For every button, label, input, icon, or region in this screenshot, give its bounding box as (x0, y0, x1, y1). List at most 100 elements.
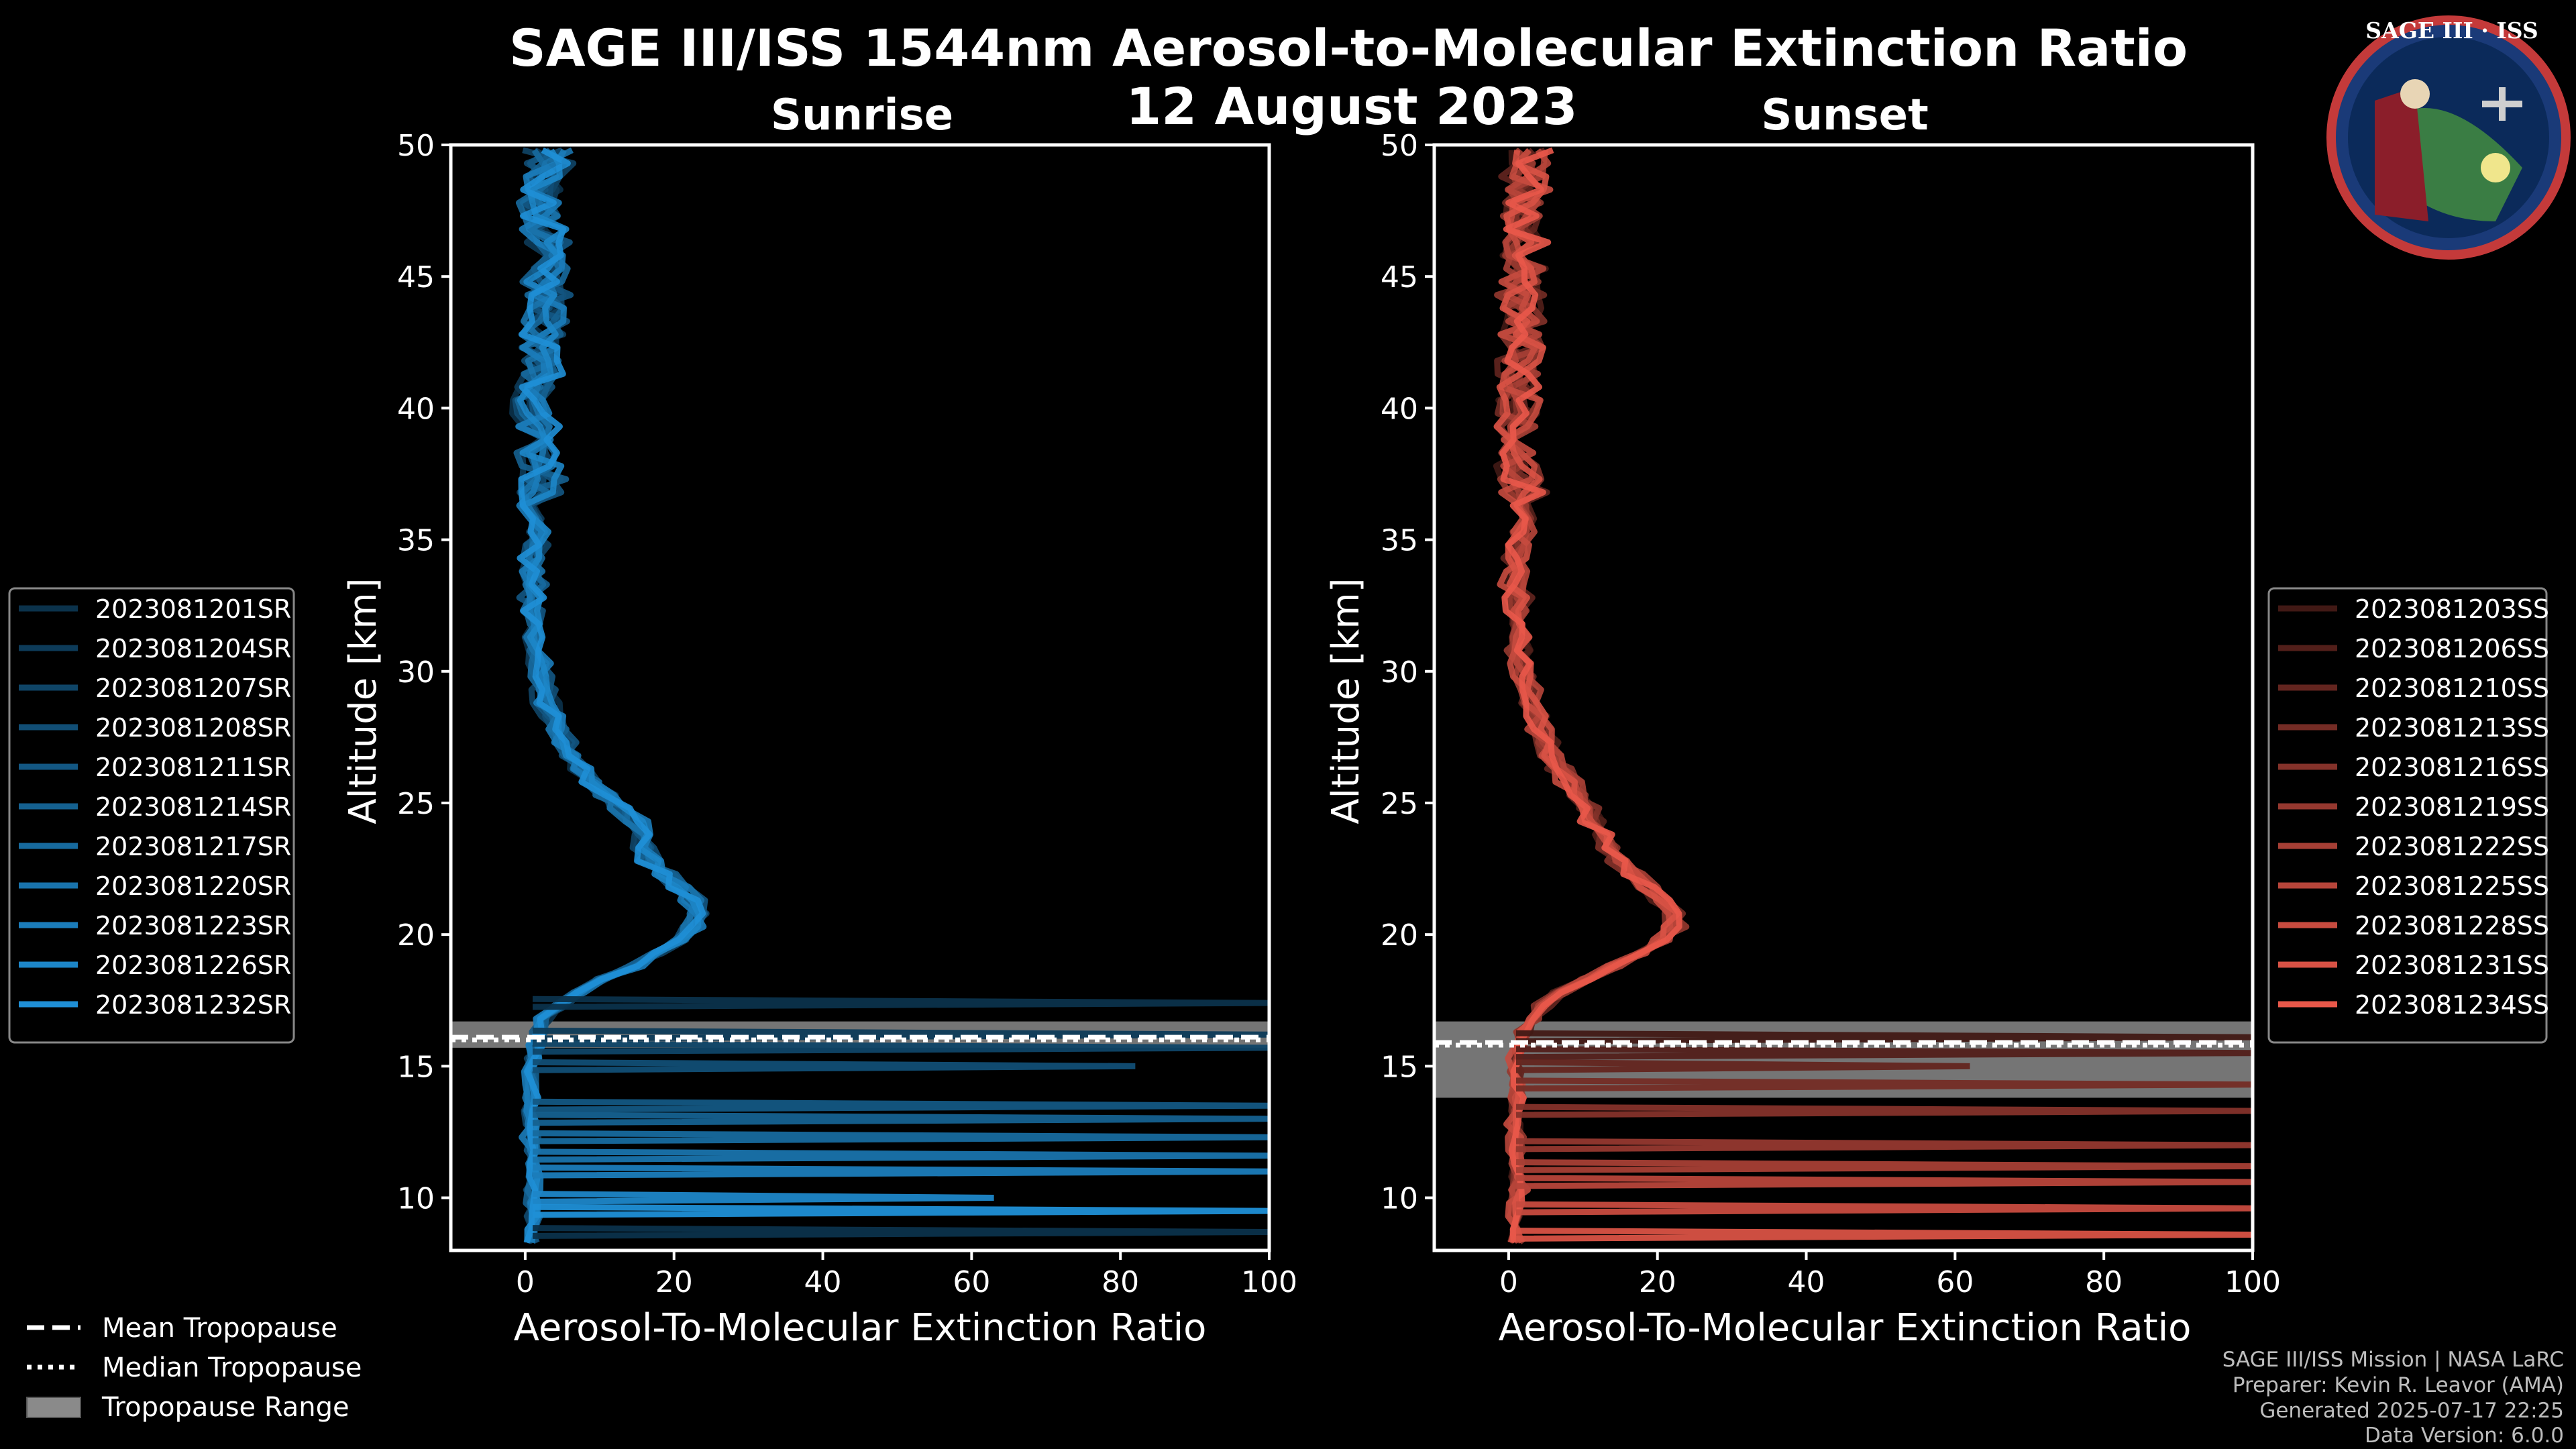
profile-spike (532, 1203, 1269, 1218)
profile-spike (1515, 1201, 2253, 1216)
x-tick-label: 40 (1788, 1265, 1825, 1299)
profile-spike (532, 1164, 1269, 1179)
legend-label: 2023081225SS (2355, 871, 2549, 901)
legend-label: 2023081219SS (2355, 792, 2549, 822)
credit-mission: SAGE III/ISS Mission | NASA LaRC (2222, 1348, 2564, 1372)
legend-label: 2023081211SR (95, 753, 291, 782)
legend-label: 2023081223SR (95, 911, 291, 941)
legend-median-tropopause: Median Tropopause (102, 1352, 362, 1383)
sunset-subtitle: Sunset (1761, 91, 1928, 140)
sunrise-legend: 2023081201SR 2023081204SR 2023081207SR 2023… (8, 587, 295, 1044)
x-tick-label: 0 (516, 1265, 535, 1299)
legend-label: 2023081210SS (2355, 674, 2549, 703)
x-tick-label: 100 (2224, 1265, 2281, 1299)
profile-spike (1515, 1138, 2253, 1152)
x-tick-label: 80 (2085, 1265, 2123, 1299)
legend-frame (8, 587, 295, 1044)
profile-spike (1515, 1175, 2253, 1189)
axes-frame (449, 143, 1271, 1252)
y-tick-label: 30 (1381, 655, 1418, 690)
x-tick-label: 100 (1241, 1265, 1297, 1299)
legend-label: 2023081201SR (95, 594, 291, 624)
legend-label: 2023081203SS (2355, 594, 2549, 624)
y-tick-label: 40 (397, 392, 435, 426)
y-tick-label: 50 (397, 129, 435, 163)
legend-frame (2267, 587, 2548, 1044)
y-tick-label: 20 (397, 918, 435, 953)
sunrise-plot-area (451, 147, 1269, 1244)
legend-label: 2023081206SS (2355, 634, 2549, 663)
legend-label: 2023081207SR (95, 674, 291, 703)
profile-spike (532, 1148, 1269, 1163)
y-tick-label: 35 (1381, 524, 1418, 558)
legend-tropopause-range: Tropopause Range (101, 1392, 350, 1423)
profile-spike (532, 1027, 1269, 1042)
y-tick-label: 10 (397, 1182, 435, 1216)
y-tick-label: 35 (397, 524, 435, 558)
profile-spike (532, 1098, 1269, 1113)
credit-version: Data Version: 6.0.0 (2365, 1424, 2564, 1448)
sunset-legend: 2023081203SS 2023081206SS 2023081210SS 2023… (2267, 587, 2549, 1044)
y-tick-label: 30 (397, 655, 435, 690)
x-tick-label: 20 (1639, 1265, 1676, 1299)
sunset-xlabel: Aerosol-To-Molecular Extinction Ratio (1499, 1306, 2192, 1350)
profile-spike (532, 1059, 1136, 1073)
y-tick-label: 15 (397, 1050, 435, 1084)
tropopause-legend: Mean Tropopause Median Tropopause Tropop… (26, 1313, 362, 1423)
x-tick-label: 80 (1102, 1265, 1139, 1299)
profile-spike (1515, 1159, 2253, 1173)
y-tick-label: 15 (1381, 1050, 1418, 1084)
legend-label: 2023081222SS (2355, 832, 2549, 861)
legend-label: 2023081220SR (95, 871, 291, 901)
credit-preparer: Preparer: Kevin R. Leavor (AMA) (2233, 1373, 2564, 1397)
y-tick-label: 10 (1381, 1182, 1418, 1216)
credits: SAGE III/ISS Mission | NASA LaRC Prepare… (2222, 1348, 2564, 1448)
legend-label: 2023081232SR (95, 990, 291, 1020)
y-tick-label: 40 (1381, 392, 1418, 426)
y-tick-label: 50 (1381, 129, 1418, 163)
profile-spike (532, 1112, 1269, 1126)
profile-spike (532, 1191, 994, 1205)
profile-spike (532, 996, 1269, 1010)
x-tick-label: 60 (1936, 1265, 1974, 1299)
profile-spike (532, 1225, 1269, 1239)
legend-label: 2023081228SS (2355, 911, 2549, 941)
profile-spike (1515, 1077, 2253, 1092)
legend-label: 2023081213SS (2355, 713, 2549, 743)
profile-spike (532, 1130, 1269, 1144)
profile-spike (1515, 1030, 2253, 1044)
profile-spike (1515, 1104, 2253, 1118)
legend-label: 2023081234SS (2355, 990, 2549, 1020)
logo-text: SAGE III · ISS (2365, 17, 2538, 44)
mission-patch-icon: SAGE III · ISS (2326, 15, 2571, 260)
sunrise-ylabel: Altitude [km] (341, 578, 385, 824)
y-tick-label: 45 (397, 260, 435, 294)
x-tick-label: 20 (655, 1265, 693, 1299)
legend-label: 2023081216SS (2355, 753, 2549, 782)
legend-label: 2023081204SR (95, 634, 291, 663)
credit-generated: Generated 2025-07-17 22:25 (2259, 1399, 2564, 1423)
profile-line-2023081226SR (517, 148, 702, 1243)
sunrise-subtitle: Sunrise (771, 91, 953, 140)
legend-label: 2023081214SR (95, 792, 291, 822)
legend-label: 2023081208SR (95, 713, 291, 743)
profile-spike (1515, 1046, 2253, 1061)
y-tick-label: 25 (1381, 787, 1418, 821)
sunset-axes: 0 20 40 60 80 100 10 15 20 25 30 35 40 45 50 (1381, 129, 2281, 1299)
y-tick-label: 25 (397, 787, 435, 821)
figure-title: SAGE III/ISS 1544nm Aerosol-to-Molecular… (509, 18, 2188, 78)
profile-spike (1515, 1059, 1970, 1073)
y-tick-label: 20 (1381, 918, 1418, 953)
profile-spike (532, 1040, 1269, 1055)
axes-frame (1432, 143, 2255, 1252)
figure-date: 12 August 2023 (1126, 76, 1577, 136)
x-tick-label: 0 (1499, 1265, 1518, 1299)
sunrise-xlabel: Aerosol-To-Molecular Extinction Ratio (514, 1306, 1207, 1350)
legend-label: 2023081226SR (95, 951, 291, 980)
x-tick-label: 40 (804, 1265, 842, 1299)
sunrise-axes: 0 20 40 60 80 100 10 15 20 25 30 35 40 45 50 (397, 129, 1297, 1299)
legend-mean-tropopause: Mean Tropopause (102, 1313, 337, 1344)
legend-label: 2023081217SR (95, 832, 291, 861)
y-tick-label: 45 (1381, 260, 1418, 294)
